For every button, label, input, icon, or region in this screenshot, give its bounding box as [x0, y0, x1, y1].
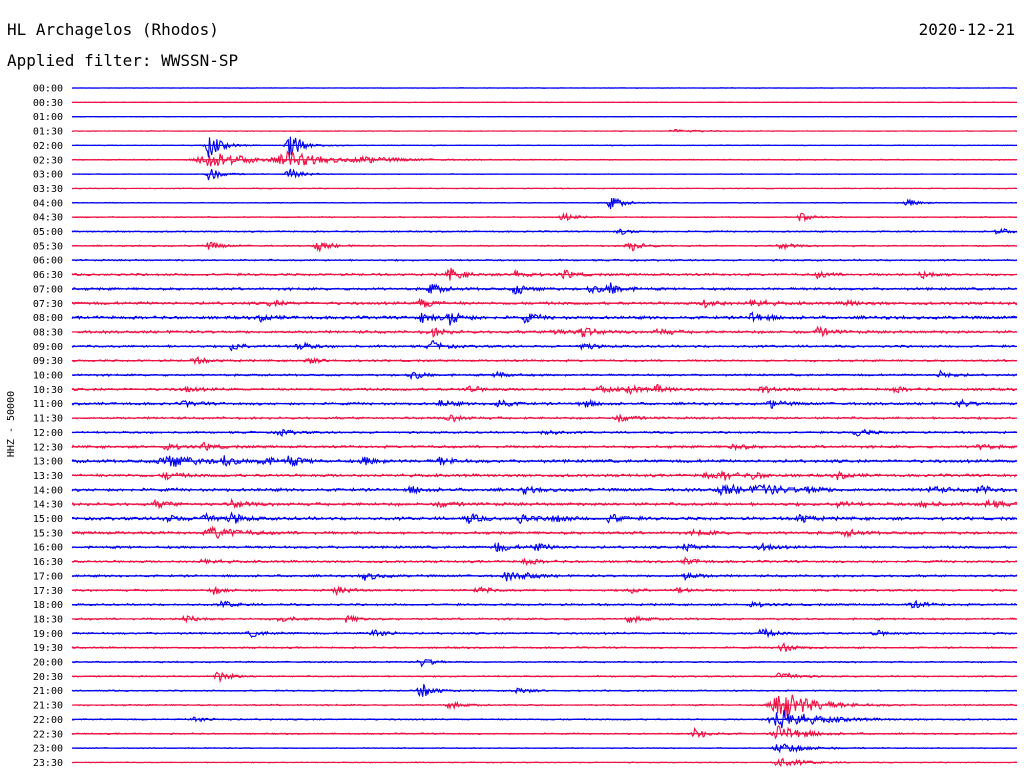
time-tick-label: 11:00: [33, 399, 63, 410]
trace-line: [71, 725, 1018, 740]
trace-line: [71, 241, 1018, 253]
time-tick-label: 15:00: [33, 514, 63, 525]
trace-line: [71, 658, 1018, 668]
time-tick-label: 01:30: [33, 127, 63, 138]
trace-line: [71, 150, 1018, 167]
time-tick-label: 07:00: [33, 284, 63, 295]
time-tick-label: 14:30: [33, 500, 63, 511]
time-tick-label: 08:00: [33, 313, 63, 324]
time-tick-label: 17:00: [33, 571, 63, 582]
time-tick-label: 18:00: [33, 600, 63, 611]
time-tick-label: 16:30: [33, 557, 63, 568]
time-tick-label: 06:30: [33, 270, 63, 281]
time-tick-label: 19:30: [33, 643, 63, 654]
time-tick-label: 23:30: [33, 758, 63, 769]
time-tick-label: 23:00: [33, 744, 63, 755]
time-tick-label: 05:30: [33, 241, 63, 252]
time-tick-label: 09:00: [33, 342, 63, 353]
filter-label: Applied filter: WWSSN-SP: [7, 51, 239, 70]
time-tick-label: 13:30: [33, 471, 63, 482]
trace-line: [71, 694, 1018, 719]
time-tick-label: 03:30: [33, 184, 63, 195]
time-tick-label: 09:30: [33, 356, 63, 367]
time-tick-label: 00:00: [33, 84, 63, 95]
time-tick-label: 05:00: [33, 227, 63, 238]
time-tick-label: 04:00: [33, 198, 63, 209]
trace-group: [71, 87, 1018, 768]
time-tick-label: 21:30: [33, 701, 63, 712]
time-tick-label: 20:00: [33, 658, 63, 669]
trace-line: [71, 339, 1017, 352]
time-tick-label: 08:30: [33, 327, 63, 338]
time-tick-label: 19:00: [33, 629, 63, 640]
trace-line: [71, 282, 1018, 295]
time-tick-label: 18:30: [33, 614, 63, 625]
trace-line: [72, 469, 1018, 481]
time-tick-label: 10:30: [33, 385, 63, 396]
trace-line: [71, 311, 1018, 326]
y-axis-label: HHZ - 50000: [6, 391, 17, 457]
time-tick-label: 10:00: [33, 371, 63, 382]
time-tick-label: 16:00: [33, 543, 63, 554]
trace-line: [71, 136, 1017, 160]
time-tick-label: 21:00: [33, 686, 63, 697]
time-tick-label: 06:00: [33, 256, 63, 267]
time-tick-label: 12:00: [33, 428, 63, 439]
station-title: HL Archagelos (Rhodos): [7, 20, 219, 39]
time-tick-label: 22:30: [33, 729, 63, 740]
time-tick-labels: 00:00 00:30 01:00 01:30 02:00 02:30 03:00 03:30…: [33, 84, 63, 769]
time-tick-label: 01:00: [33, 112, 63, 123]
time-tick-label: 11:30: [33, 414, 63, 425]
time-tick-label: 15:30: [33, 528, 63, 539]
time-tick-label: 02:00: [33, 141, 63, 152]
time-tick-label: 20:30: [33, 672, 63, 683]
time-tick-label: 13:00: [33, 457, 63, 468]
date-label: 2020-12-21: [918, 20, 1015, 39]
time-tick-label: 12:30: [33, 442, 63, 453]
trace-line: [71, 455, 1018, 468]
time-tick-label: 17:30: [33, 586, 63, 597]
time-tick-label: 00:30: [33, 98, 63, 109]
time-tick-label: 07:30: [33, 299, 63, 310]
time-tick-label: 22:00: [33, 715, 63, 726]
time-tick-label: 02:30: [33, 155, 63, 166]
time-tick-label: 04:30: [33, 213, 63, 224]
trace-line: [71, 325, 1018, 338]
time-tick-label: 14:00: [33, 485, 63, 496]
trace-line: [71, 197, 1018, 210]
trace-line: [71, 571, 1018, 582]
time-tick-label: 03:00: [33, 170, 63, 181]
